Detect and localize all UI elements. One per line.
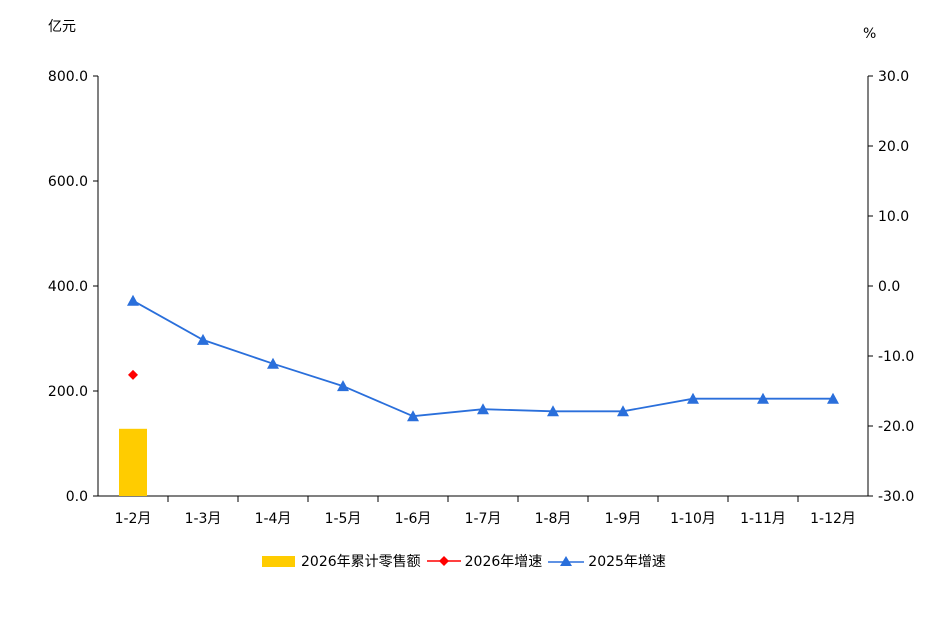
x-tick-label: 1-2月 (115, 511, 152, 527)
y-right-tick-label: 10.0 (878, 209, 909, 225)
data-point-triangle (407, 410, 419, 422)
data-point-triangle (337, 380, 349, 392)
data-point-triangle (617, 405, 629, 417)
legend-label: 2025年增速 (588, 554, 666, 570)
data-point-triangle (547, 405, 559, 417)
legend-item-2026: 2026年增速 (426, 551, 543, 571)
y-left-tick-label: 800.0 (48, 69, 88, 85)
y-left-tick-label: 400.0 (48, 279, 88, 295)
data-point-triangle (687, 392, 699, 404)
data-point-diamond (128, 369, 138, 380)
y-left-tick-label: 0.0 (66, 489, 88, 505)
x-tick-label: 1-3月 (185, 511, 222, 527)
legend-item-2025: 2025年增速 (548, 551, 666, 571)
y-right-tick-label: 30.0 (878, 69, 909, 85)
x-tick-label: 1-7月 (465, 511, 502, 527)
y-right-tick-label: 0.0 (878, 279, 900, 295)
x-tick-label: 1-4月 (255, 511, 292, 527)
data-point-triangle (757, 392, 769, 404)
x-tick-label: 1-10月 (670, 511, 716, 527)
x-tick-label: 1-9月 (605, 511, 642, 527)
chart: 亿元 % 0.0 200.0 400.0 600.0 800.0 -30.0 -20.0 -1… (48, 19, 914, 527)
legend-label: 2026年增速 (464, 554, 543, 570)
x-tick-label: 1-8月 (535, 511, 572, 527)
series-line (132, 299, 833, 418)
legend-item-bar: 2026年累计零售额 (262, 551, 421, 571)
data-point-triangle (127, 294, 139, 306)
y-right-tick-label: -30.0 (878, 489, 914, 505)
x-tick-label: 1-12月 (810, 511, 856, 527)
data-point-triangle (477, 403, 489, 415)
data-point-triangle (827, 392, 839, 404)
bar (119, 428, 147, 496)
y-right-tick-label: 20.0 (878, 139, 909, 155)
y-right-tick-label: -20.0 (878, 419, 914, 435)
legend-label: 2026年累计零售额 (301, 554, 421, 570)
x-tick-label: 1-6月 (395, 511, 432, 527)
data-point-triangle (267, 357, 279, 369)
x-tick-label: 1-5月 (325, 511, 362, 527)
y-right-tick-label: -10.0 (878, 349, 914, 365)
legend: 2026年累计零售额 2026年增速 2025年增速 (262, 551, 672, 571)
y-left-tick-label: 600.0 (48, 174, 88, 190)
legend-swatch-triangle (548, 556, 585, 566)
legend-swatch-bar (262, 555, 295, 567)
data-point-triangle (197, 333, 209, 345)
y-right-label: % (863, 26, 876, 42)
x-tick-label: 1-11月 (740, 511, 786, 527)
legend-swatch-diamond (426, 556, 461, 566)
y-left-tick-label: 200.0 (48, 384, 88, 400)
y-left-label: 亿元 (48, 19, 76, 35)
